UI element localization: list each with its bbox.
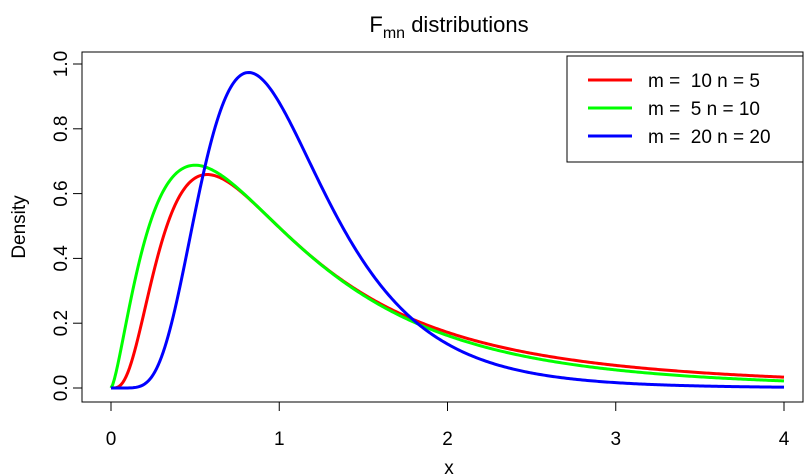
series-line-3 [111,70,785,390]
chart-title-rest: distributions [405,12,529,37]
legend-label-2: m = 5 n = 10 [648,99,760,120]
x-tick-label: 0 [106,429,117,450]
density-curves [109,70,785,390]
y-axis-title: Density [9,195,30,259]
y-tick-label: 0.0 [51,375,72,401]
chart-title-main: F [369,12,382,37]
y-tick-label: 1.0 [51,51,72,77]
y-tick-label: 0.6 [51,180,72,206]
y-axis: 0.0 0.2 0.4 0.6 0.8 1.0 [51,51,83,401]
chart-title-subscript: mn [383,25,405,42]
legend-label-1: m = 10 n = 5 [648,71,760,92]
x-tick-label: 2 [442,429,453,450]
legend: m = 10 n = 5 m = 5 n = 10 m = 20 n = 20 [566,55,804,163]
x-tick-label: 1 [274,429,285,450]
y-tick-label: 0.2 [51,310,72,336]
y-tick-label: 0.4 [51,245,72,272]
y-tick-label: 0.8 [51,116,72,142]
series-line-2 [109,163,785,389]
series-line-1 [110,173,785,390]
legend-label-3: m = 20 n = 20 [648,127,771,148]
x-tick-label: 3 [610,429,621,450]
x-tick-label: 4 [779,429,790,450]
chart-title: Fmn distributions [369,12,528,42]
x-axis: 0 1 2 3 4 [106,401,790,450]
x-axis-title: x [444,458,454,476]
